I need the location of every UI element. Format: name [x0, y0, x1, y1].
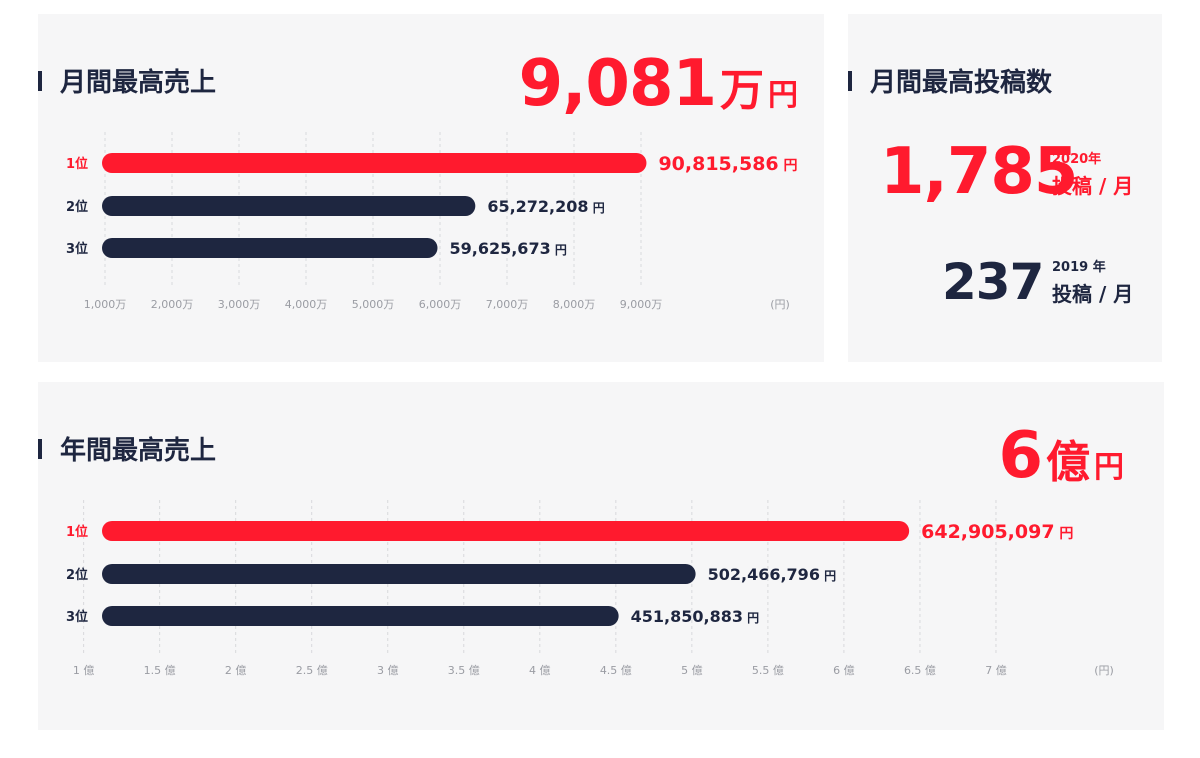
- bar-2: [102, 196, 476, 216]
- posts-2020-rate: 投稿 / 月: [1052, 174, 1134, 198]
- monthly-sales-headline: 9,081万円: [519, 52, 798, 116]
- annual-sales-headline-number: 6: [998, 419, 1043, 493]
- x-tick-label: 2 億: [225, 664, 247, 677]
- x-tick-label: 3.5 億: [448, 664, 480, 677]
- rank-label: 2位: [66, 199, 88, 215]
- value-label-1: 642,905,097 円: [921, 521, 1073, 543]
- x-tick-label: 6 億: [833, 664, 855, 677]
- title-marker: [38, 438, 42, 459]
- x-axis-unit-label: (円): [1094, 664, 1114, 677]
- monthly-sales-chart: 1,000万 2,000万 3,000万 4,000万 5,000万 6,000万 7,00…: [66, 132, 798, 311]
- annual-sales-headline-unit-oku: 億: [1046, 437, 1090, 488]
- rank-label: 3位: [66, 241, 88, 257]
- x-tick-label: 9,000万: [620, 298, 663, 311]
- x-tick-label: 6.5 億: [904, 664, 936, 677]
- posts-2019-value: 237: [942, 253, 1044, 311]
- monthly-sales-headline-number: 9,081: [518, 47, 717, 121]
- annual-sales-chart: 1 億 1.5 億 2 億 2.5 億 3 億 3.5 億 4 億 4.5 億 5 億 5.5 億…: [66, 500, 1114, 677]
- x-tick-label: 2.5 億: [296, 664, 328, 677]
- x-axis-unit-label: (円): [770, 298, 790, 311]
- x-tick-label: 3,000万: [218, 298, 261, 311]
- monthly-posts-title-text: 月間最高投稿数: [870, 68, 1053, 98]
- x-tick-label: 5.5 億: [752, 664, 784, 677]
- value-label-2: 65,272,208 円: [487, 197, 604, 216]
- rank-label: 1位: [66, 524, 88, 540]
- monthly-posts-panel: 月間最高投稿数 1,785 2020年 投稿 / 月 237 2019 年 投稿…: [848, 14, 1162, 362]
- x-tick-label: 7,000万: [486, 298, 529, 311]
- x-tick-label: 5 億: [681, 664, 703, 677]
- monthly-sales-headline-unit-man: 万: [720, 65, 764, 116]
- title-marker: [848, 70, 852, 91]
- monthly-sales-panel: 月間最高売上 9,081万円 1,000万 2,000万 3,000万 4,000万 5…: [38, 14, 824, 362]
- annual-sales-panel: 年間最高売上 6億円 1 億 1.5 億 2 億 2.5 億 3 億 3.5 億 4 億 4.…: [38, 382, 1164, 730]
- bar-1: [102, 153, 647, 173]
- posts-2019-year: 2019 年: [1052, 260, 1106, 275]
- rank-label: 2位: [66, 567, 88, 583]
- rank-label: 1位: [66, 156, 88, 172]
- posts-2019-rate: 投稿 / 月: [1052, 282, 1134, 306]
- x-tick-label: 8,000万: [553, 298, 596, 311]
- annual-sales-headline-unit-yen: 円: [1094, 450, 1124, 485]
- title-marker: [38, 70, 42, 91]
- rank-label: 3位: [66, 609, 88, 625]
- annual-sales-title: 年間最高売上: [38, 430, 216, 467]
- monthly-sales-title-text: 月間最高売上: [60, 68, 217, 98]
- x-tick-label: 7 億: [985, 664, 1007, 677]
- pointer-notch: [590, 0, 610, 10]
- x-tick-label: 6,000万: [419, 298, 462, 311]
- x-tick-label: 2,000万: [151, 298, 194, 311]
- value-label-1: 90,815,586 円: [658, 153, 797, 175]
- monthly-sales-title: 月間最高売上: [38, 62, 216, 99]
- x-tick-label: 1,000万: [84, 298, 127, 311]
- value-label-3: 59,625,673 円: [449, 239, 566, 258]
- x-tick-label: 4 億: [529, 664, 551, 677]
- x-tick-label: 4,000万: [285, 298, 328, 311]
- bar-2: [102, 564, 696, 584]
- value-label-3: 451,850,883 円: [631, 607, 760, 626]
- x-tick-label: 1.5 億: [144, 664, 176, 677]
- annual-sales-title-text: 年間最高売上: [60, 436, 217, 466]
- bar-3: [102, 238, 438, 258]
- posts-2020-year: 2020年: [1052, 152, 1102, 167]
- x-tick-label: 3 億: [377, 664, 399, 677]
- monthly-posts-title: 月間最高投稿数: [848, 62, 1052, 99]
- bar-1: [102, 521, 910, 541]
- annual-sales-headline: 6億円: [998, 424, 1124, 488]
- x-tick-label: 4.5 億: [600, 664, 632, 677]
- posts-2020-value: 1,785: [880, 135, 1078, 209]
- bar-3: [102, 606, 619, 626]
- value-label-2: 502,466,796 円: [708, 565, 837, 584]
- x-tick-label: 5,000万: [352, 298, 395, 311]
- monthly-sales-headline-unit-yen: 円: [768, 78, 798, 113]
- x-tick-label: 1 億: [73, 664, 95, 677]
